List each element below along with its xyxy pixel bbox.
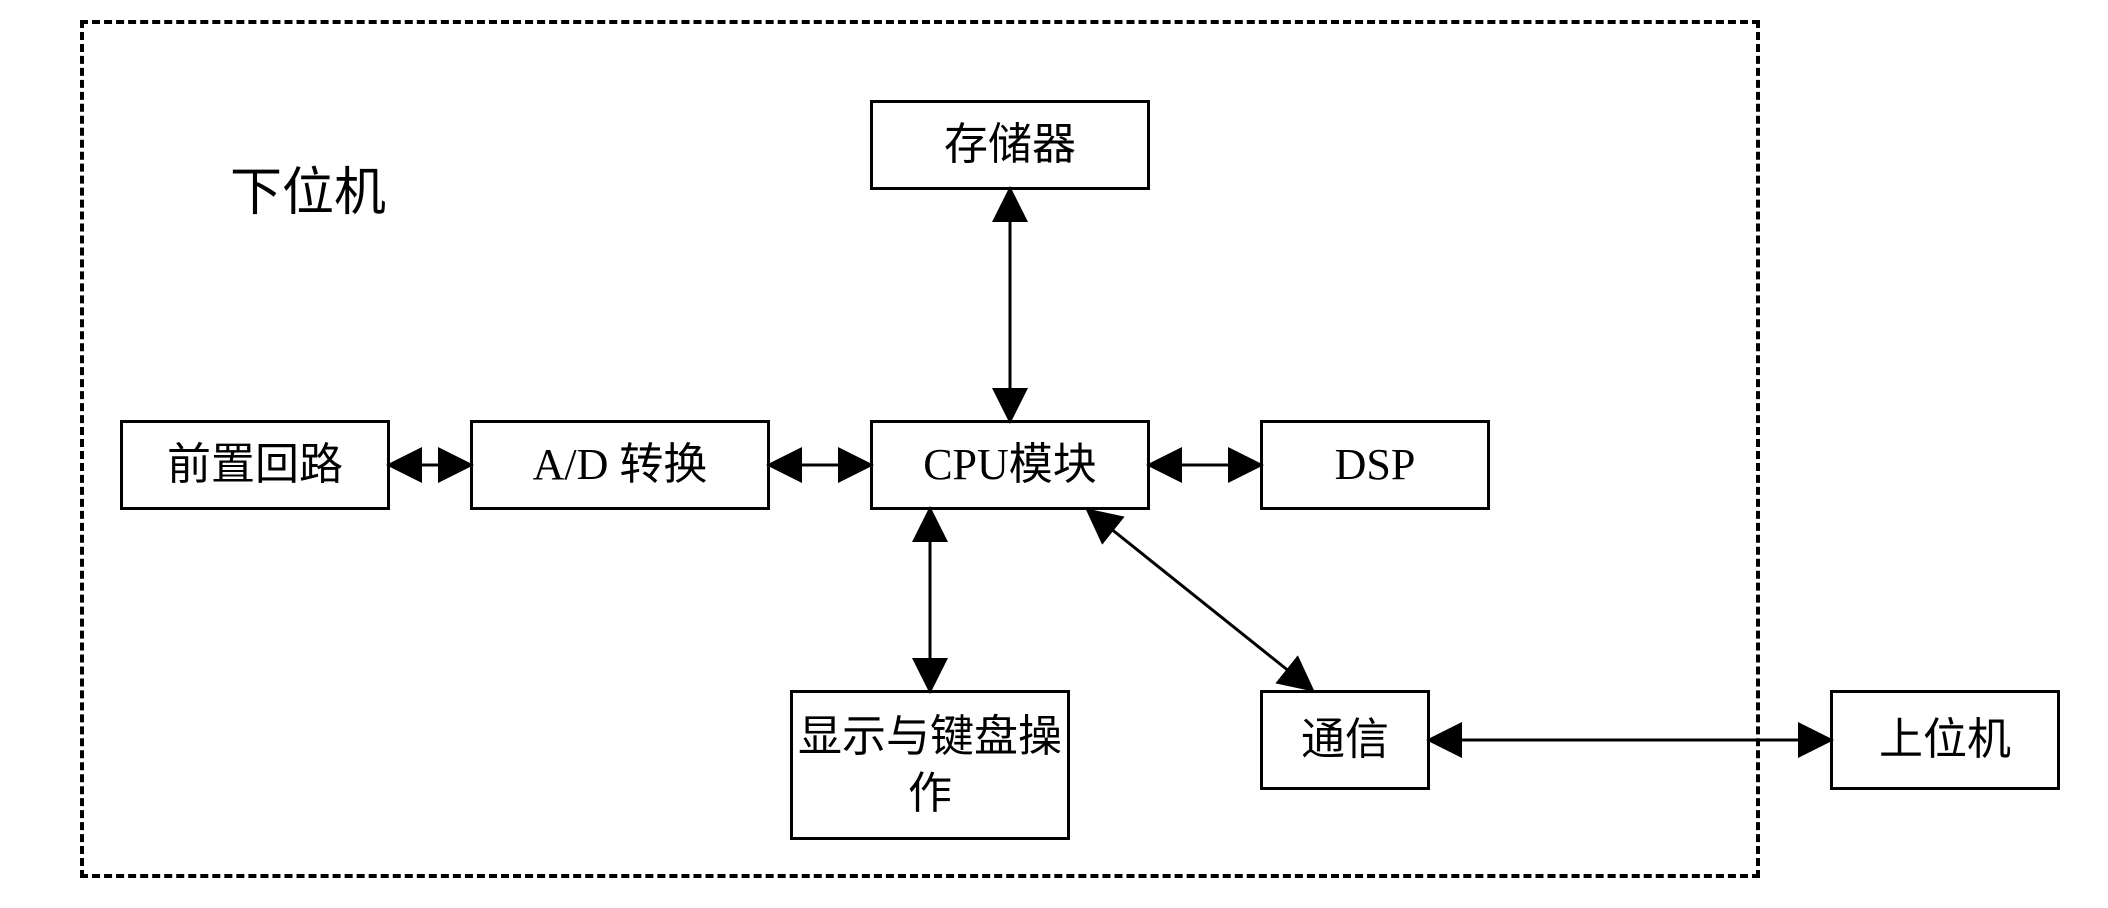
edge-cpu-comm bbox=[1090, 512, 1310, 688]
edges-layer bbox=[0, 0, 2108, 908]
